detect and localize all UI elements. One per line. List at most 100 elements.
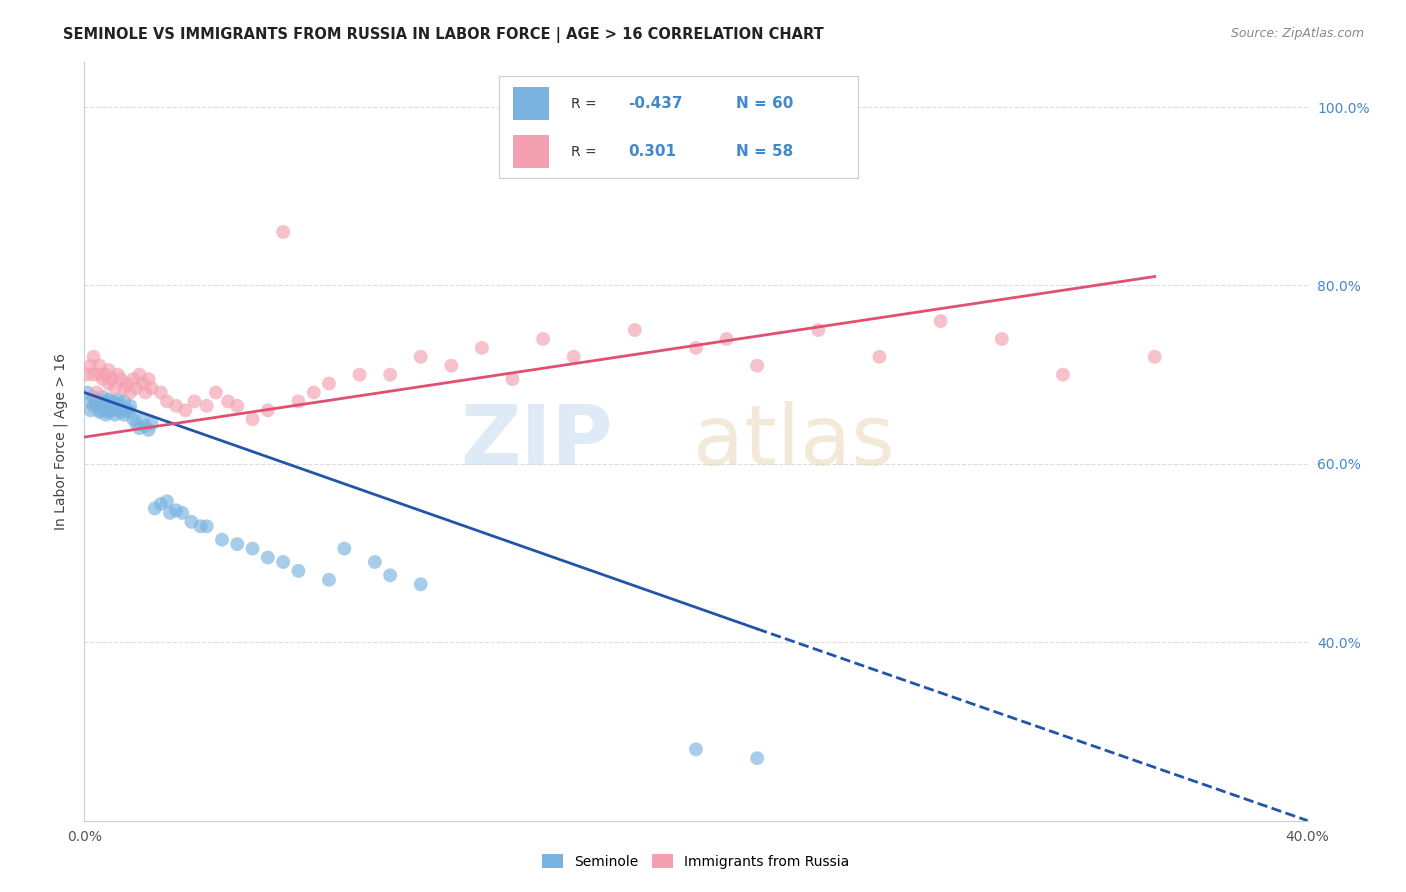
Point bbox=[242, 412, 264, 426]
Point bbox=[97, 376, 120, 391]
FancyBboxPatch shape bbox=[513, 87, 550, 120]
Point bbox=[79, 403, 101, 417]
Point bbox=[195, 519, 218, 533]
Text: 0.301: 0.301 bbox=[628, 145, 676, 160]
Point bbox=[110, 405, 132, 419]
Point bbox=[562, 350, 585, 364]
Point bbox=[91, 372, 114, 386]
Point bbox=[149, 385, 172, 400]
Text: R =: R = bbox=[571, 96, 600, 111]
Point bbox=[869, 350, 891, 364]
Point bbox=[83, 399, 105, 413]
Point bbox=[159, 506, 181, 520]
Point bbox=[1143, 350, 1166, 364]
Point bbox=[112, 394, 135, 409]
Point bbox=[991, 332, 1014, 346]
Point bbox=[76, 385, 98, 400]
Point bbox=[97, 363, 120, 377]
Point bbox=[271, 555, 294, 569]
Point bbox=[122, 412, 145, 426]
Point bbox=[349, 368, 371, 382]
Point bbox=[318, 376, 340, 391]
Point bbox=[101, 399, 124, 413]
Point bbox=[380, 568, 402, 582]
Point bbox=[156, 494, 179, 508]
Point bbox=[287, 564, 309, 578]
Text: R =: R = bbox=[571, 145, 600, 159]
Text: N = 60: N = 60 bbox=[735, 96, 793, 111]
Point bbox=[685, 742, 707, 756]
Point bbox=[125, 417, 148, 431]
Point bbox=[83, 390, 105, 404]
Point bbox=[138, 372, 160, 386]
Point bbox=[180, 515, 202, 529]
Text: atlas: atlas bbox=[693, 401, 894, 482]
Point bbox=[86, 385, 108, 400]
Point bbox=[135, 419, 157, 434]
Point bbox=[112, 408, 135, 422]
Point bbox=[97, 405, 120, 419]
Point bbox=[149, 497, 172, 511]
Point bbox=[440, 359, 463, 373]
Text: N = 58: N = 58 bbox=[735, 145, 793, 160]
Point bbox=[302, 385, 325, 400]
Point bbox=[807, 323, 830, 337]
Point bbox=[226, 399, 249, 413]
Point bbox=[89, 403, 111, 417]
Point bbox=[120, 385, 142, 400]
Point bbox=[104, 381, 127, 395]
Point bbox=[135, 385, 157, 400]
Point bbox=[107, 403, 129, 417]
Point bbox=[86, 396, 108, 410]
Point bbox=[318, 573, 340, 587]
Point bbox=[502, 372, 524, 386]
Point bbox=[97, 392, 120, 407]
Text: ZIP: ZIP bbox=[461, 401, 613, 482]
Point bbox=[747, 751, 769, 765]
Point bbox=[97, 403, 120, 417]
Point bbox=[128, 421, 150, 435]
Point bbox=[1052, 368, 1074, 382]
Point bbox=[929, 314, 952, 328]
Point bbox=[165, 399, 187, 413]
Point bbox=[217, 394, 239, 409]
Point bbox=[257, 403, 280, 417]
Point bbox=[131, 412, 153, 426]
Point bbox=[120, 405, 142, 419]
Point bbox=[110, 372, 132, 386]
Point bbox=[242, 541, 264, 556]
Point bbox=[271, 225, 294, 239]
Point bbox=[101, 372, 124, 386]
Point bbox=[89, 405, 111, 419]
Point bbox=[143, 501, 166, 516]
Point bbox=[91, 401, 114, 416]
Point bbox=[89, 394, 111, 409]
Point bbox=[94, 394, 117, 409]
Text: Source: ZipAtlas.com: Source: ZipAtlas.com bbox=[1230, 27, 1364, 40]
Point bbox=[531, 332, 554, 346]
Point bbox=[104, 408, 127, 422]
Point bbox=[333, 541, 356, 556]
Point bbox=[107, 392, 129, 407]
Point bbox=[112, 381, 135, 395]
Point bbox=[471, 341, 494, 355]
Point bbox=[104, 396, 127, 410]
Point bbox=[76, 368, 98, 382]
Point bbox=[79, 394, 101, 409]
Point bbox=[115, 403, 138, 417]
Point bbox=[211, 533, 233, 547]
Point bbox=[205, 385, 228, 400]
Point bbox=[138, 423, 160, 437]
Point bbox=[89, 359, 111, 373]
Point bbox=[141, 381, 163, 395]
Point bbox=[747, 359, 769, 373]
Point bbox=[94, 396, 117, 410]
Text: SEMINOLE VS IMMIGRANTS FROM RUSSIA IN LABOR FORCE | AGE > 16 CORRELATION CHART: SEMINOLE VS IMMIGRANTS FROM RUSSIA IN LA… bbox=[63, 27, 824, 43]
Point bbox=[409, 350, 432, 364]
Text: -0.437: -0.437 bbox=[628, 96, 683, 111]
Point bbox=[226, 537, 249, 551]
Legend: Seminole, Immigrants from Russia: Seminole, Immigrants from Russia bbox=[537, 848, 855, 874]
Point bbox=[716, 332, 738, 346]
Point bbox=[128, 368, 150, 382]
Y-axis label: In Labor Force | Age > 16: In Labor Force | Age > 16 bbox=[53, 353, 67, 530]
